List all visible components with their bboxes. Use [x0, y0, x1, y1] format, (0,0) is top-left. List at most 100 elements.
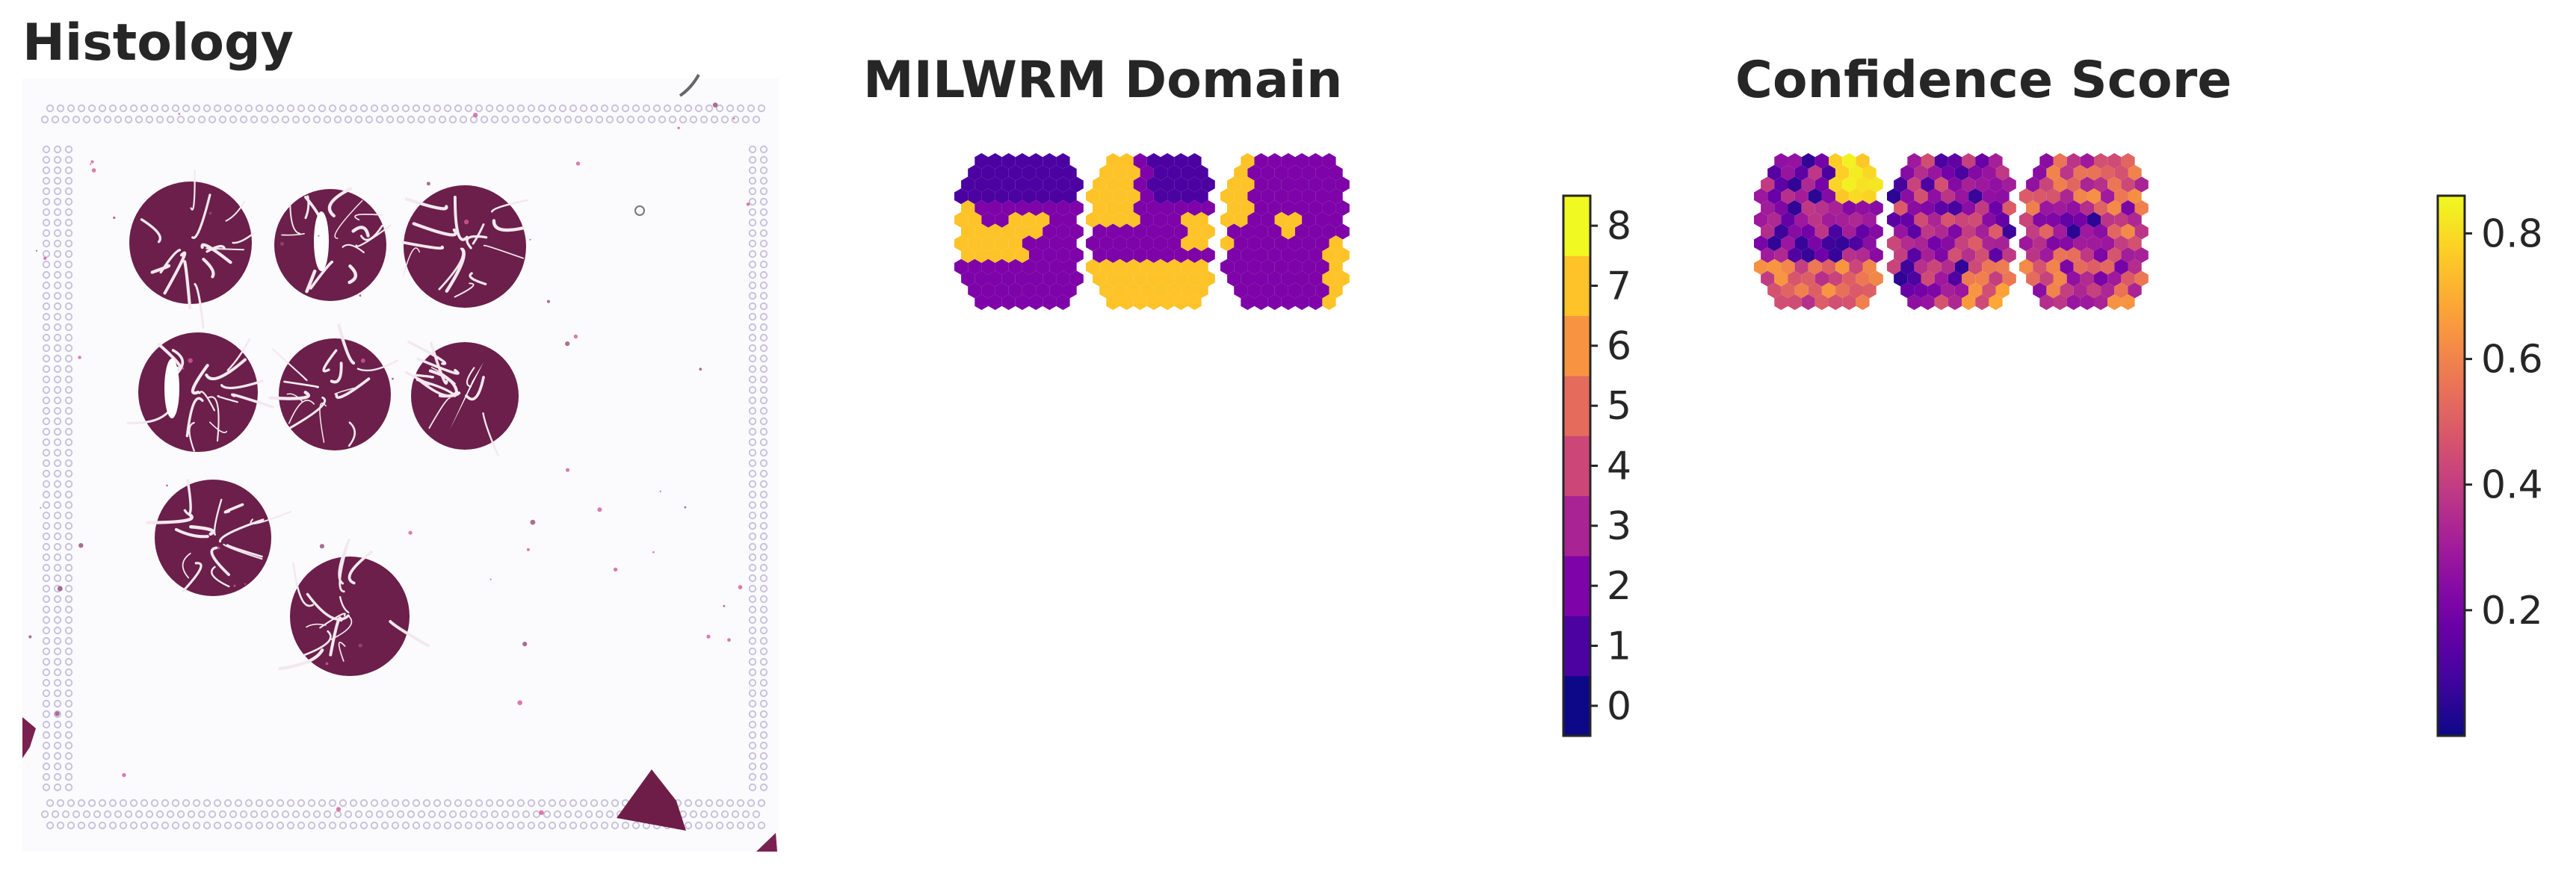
spot — [981, 282, 995, 299]
spot — [2026, 270, 2040, 287]
fiducial-spot — [42, 323, 51, 332]
fiducial-spot — [318, 799, 327, 808]
spot — [1161, 270, 1175, 287]
fiducial-spot — [485, 104, 494, 113]
spot — [1174, 176, 1188, 193]
fiducial-spot — [748, 521, 757, 530]
spot — [961, 270, 975, 287]
colorbar-tick-label: 5 — [1607, 384, 1631, 429]
spot — [2080, 294, 2094, 310]
spot — [1862, 188, 1877, 205]
spot — [2087, 188, 2101, 205]
fiducial-spot — [757, 799, 766, 808]
fiducial-spot — [192, 821, 201, 830]
fiducial-spot — [171, 799, 180, 808]
spot — [1153, 211, 1168, 228]
spot — [1001, 153, 1016, 169]
fiducial-spot — [129, 821, 138, 830]
spot — [981, 211, 995, 228]
spot — [1767, 188, 1782, 205]
fiducial-spot — [64, 427, 73, 436]
fiducial-spot — [265, 104, 274, 113]
spot — [1975, 223, 1989, 240]
spot — [1907, 247, 1921, 263]
spot — [2121, 176, 2135, 193]
fiducial-spot — [748, 312, 757, 321]
spot — [1161, 223, 1175, 240]
spot — [2002, 200, 2016, 216]
spot — [1036, 211, 1050, 228]
fiducial-spot — [759, 365, 768, 374]
fiducial-spot — [271, 810, 279, 819]
colorbar-tick-label: 8 — [1607, 204, 1631, 249]
fiducial-spot — [595, 115, 604, 124]
fiducial-spot — [396, 810, 405, 819]
fiducial-spot — [694, 104, 703, 113]
spot — [1329, 164, 1343, 181]
spot — [1113, 188, 1127, 205]
spot — [995, 188, 1009, 205]
fiducial-spot — [759, 783, 768, 792]
fiducial-spot — [42, 155, 51, 164]
spot — [1181, 282, 1195, 299]
spot — [1315, 188, 1329, 205]
spot — [1975, 200, 1989, 216]
spot — [995, 258, 1009, 275]
spot — [1808, 164, 1822, 181]
fiducial-spot — [286, 799, 295, 808]
spot — [1099, 235, 1114, 252]
spot — [2080, 223, 2094, 240]
colorbar-tick-label: 4 — [1607, 444, 1631, 489]
spot — [1281, 247, 1295, 263]
spot — [1241, 247, 1255, 263]
fiducial-spot — [64, 542, 73, 551]
spot — [1322, 200, 1336, 216]
fiducial-spot — [759, 218, 768, 227]
spot — [2039, 176, 2054, 193]
fiducial-spot — [748, 218, 757, 227]
spot — [1794, 211, 1809, 228]
fiducial-spot — [748, 668, 757, 677]
fiducial-spot — [42, 365, 51, 374]
fiducial-spot — [223, 104, 232, 113]
spot — [1295, 153, 1309, 169]
fiducial-spot — [42, 375, 51, 384]
fiducial-spot — [42, 500, 51, 509]
spot — [1174, 294, 1188, 310]
fiducial-spot — [42, 762, 51, 771]
spot — [1261, 282, 1275, 299]
spot — [981, 258, 995, 275]
fiducial-spot — [56, 799, 65, 808]
fiducial-spot — [459, 115, 468, 124]
spot — [1814, 223, 1829, 240]
fiducial-spot — [64, 218, 73, 227]
spot — [1309, 247, 1323, 263]
spot — [1948, 176, 1962, 193]
spot — [1821, 258, 1836, 275]
fiducial-spot — [600, 799, 609, 808]
spot — [1234, 188, 1248, 205]
fiducial-spot — [759, 626, 768, 635]
spot — [1254, 153, 1268, 169]
spot — [1788, 200, 1802, 216]
spot — [1814, 247, 1829, 263]
spot — [1982, 188, 1996, 205]
spot — [995, 235, 1009, 252]
fiducial-spot — [748, 563, 757, 572]
fiducial-spot — [748, 291, 757, 300]
fiducial-spot — [759, 438, 768, 447]
spot — [2134, 270, 2149, 287]
spot — [1849, 282, 1863, 299]
spot — [1894, 223, 1908, 240]
fiducial-spot — [684, 821, 693, 830]
fiducial-spot — [631, 104, 640, 113]
fiducial-spot — [53, 647, 62, 656]
spot — [2080, 153, 2094, 169]
debris-specks — [28, 102, 750, 816]
fiducial-spot — [349, 799, 358, 808]
spot — [1934, 247, 1948, 263]
spot — [1982, 164, 1996, 181]
fiducial-spot — [64, 145, 73, 154]
spot — [2094, 247, 2108, 263]
spot — [1302, 258, 1316, 275]
